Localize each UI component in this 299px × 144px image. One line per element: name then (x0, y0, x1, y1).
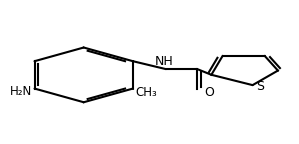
Text: O: O (204, 86, 214, 99)
Text: H₂N: H₂N (10, 85, 32, 98)
Text: NH: NH (155, 55, 174, 68)
Text: S: S (256, 80, 264, 93)
Text: CH₃: CH₃ (135, 86, 157, 99)
